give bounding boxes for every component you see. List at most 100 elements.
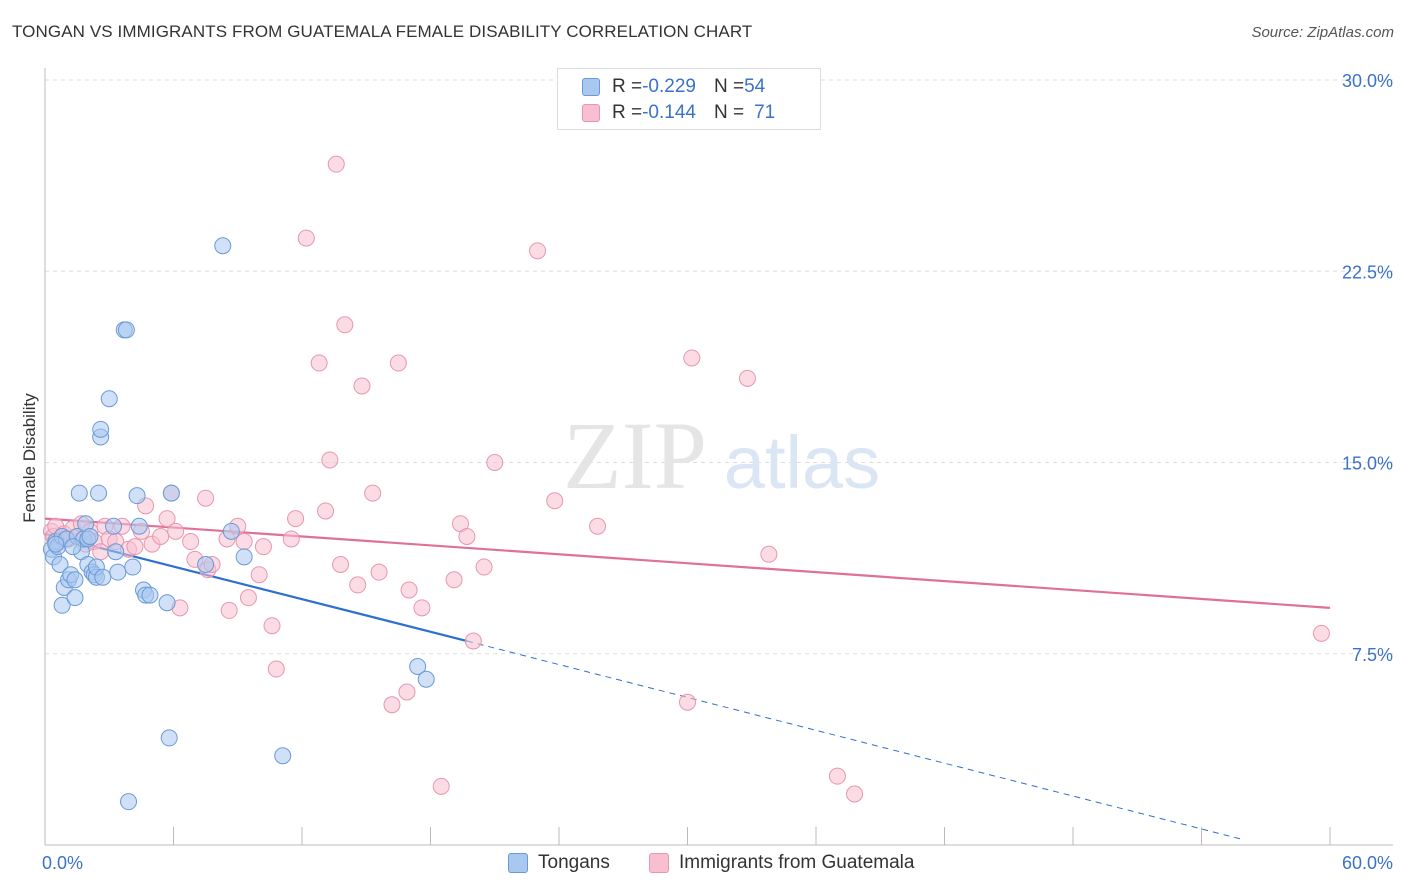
r-label: R = (612, 76, 643, 97)
data-point-guatemala (486, 454, 504, 471)
data-point-tongans (51, 556, 69, 573)
data-point-tongans (107, 543, 125, 561)
legend-label-guatemala: Immigrants from Guatemala (679, 852, 915, 873)
data-point-guatemala (679, 693, 696, 711)
x-tick-label: 0.0% (42, 853, 83, 873)
data-point-guatemala (529, 242, 547, 260)
data-point-guatemala (432, 777, 450, 795)
data-point-guatemala (353, 377, 371, 395)
data-point-guatemala (126, 538, 144, 556)
data-point-guatemala (398, 683, 416, 701)
data-point-guatemala (738, 369, 756, 387)
x-tick-label: 60.0% (1342, 853, 1393, 873)
data-point-guatemala (267, 660, 285, 678)
data-point-tongans (141, 586, 159, 604)
data-point-guatemala (464, 632, 482, 650)
r-value: -0.144 (642, 102, 696, 123)
r-value: -0.229 (642, 76, 696, 97)
data-point-tongans (105, 517, 123, 535)
data-point-tongans (235, 548, 253, 566)
data-point-guatemala (250, 566, 268, 584)
data-point-tongans (197, 556, 215, 573)
data-point-guatemala (327, 155, 345, 173)
data-point-tongans (109, 563, 127, 581)
data-point-guatemala (760, 545, 778, 563)
data-point-tongans (222, 522, 240, 540)
watermark-atlas: atlas (724, 421, 880, 504)
data-point-tongans (66, 571, 84, 589)
trend-line-tongans-extension (466, 640, 1245, 841)
data-point-tongans (81, 527, 99, 545)
data-point-guatemala (317, 502, 335, 520)
y-tick-label: 30.0% (1342, 71, 1393, 91)
chart-title: TONGAN VS IMMIGRANTS FROM GUATEMALA FEMA… (12, 22, 753, 41)
data-point-guatemala (287, 510, 305, 528)
tick-labels: 7.5% 15.0% 22.5% 30.0% 0.0% 60.0% (42, 71, 1393, 873)
data-point-guatemala (400, 581, 418, 599)
data-point-tongans (66, 589, 84, 607)
data-point-guatemala (167, 522, 185, 540)
data-point-tongans (120, 793, 138, 811)
data-point-tongans (94, 568, 112, 586)
data-point-guatemala (220, 601, 238, 619)
data-point-guatemala (370, 563, 388, 581)
tongans-legend-swatch (508, 853, 528, 873)
data-point-guatemala (364, 484, 382, 502)
n-label: N = (713, 76, 745, 97)
guatemala-legend-swatch (649, 853, 669, 873)
source-label: Source: ZipAtlas.com (1251, 24, 1394, 41)
data-point-guatemala (310, 354, 328, 372)
data-point-guatemala (475, 558, 493, 576)
data-point-tongans (117, 321, 135, 339)
data-point-tongans (70, 484, 88, 502)
data-point-guatemala (263, 617, 281, 635)
data-point-guatemala (235, 533, 253, 551)
data-point-tongans (90, 484, 108, 502)
guatemala-swatch (582, 104, 600, 122)
data-point-guatemala (197, 489, 215, 507)
watermark: ZIP atlas (563, 402, 880, 509)
data-point-tongans (100, 390, 118, 408)
data-point-tongans (214, 237, 232, 255)
data-point-guatemala (828, 767, 846, 785)
data-point-tongans (130, 517, 148, 535)
data-point-tongans (409, 658, 427, 675)
y-tick-label: 15.0% (1342, 454, 1393, 474)
data-point-guatemala (458, 527, 476, 545)
data-point-guatemala (297, 229, 315, 247)
data-point-guatemala (383, 696, 401, 714)
data-point-guatemala (445, 571, 463, 589)
n-value: 54 (744, 76, 766, 97)
tongans-swatch (582, 78, 600, 96)
data-point-guatemala (282, 530, 300, 548)
data-point-tongans (92, 420, 110, 438)
data-point-tongans (158, 594, 176, 612)
data-point-guatemala (589, 517, 607, 535)
series-tongans-points (42, 237, 435, 811)
axes (44, 68, 1393, 846)
data-point-guatemala (413, 599, 431, 617)
data-point-tongans (47, 535, 65, 553)
legend-label-tongans: Tongans (538, 852, 610, 873)
watermark-zip: ZIP (563, 402, 707, 509)
stats-legend: R = -0.229 N = 54 R = -0.144 N = 71 (557, 68, 821, 130)
data-point-guatemala (158, 510, 176, 528)
trend-line-guatemala (44, 517, 1331, 609)
data-point-guatemala (336, 316, 354, 334)
data-point-guatemala (349, 576, 367, 594)
data-point-guatemala (546, 492, 564, 510)
n-label: N = (713, 102, 745, 123)
data-point-guatemala (389, 354, 407, 372)
data-point-guatemala (182, 533, 200, 551)
data-point-tongans (274, 747, 292, 765)
y-tick-label: 22.5% (1342, 262, 1393, 282)
legend-item-tongans[interactable]: Tongans (508, 852, 610, 874)
n-value: 71 (754, 102, 776, 123)
data-point-guatemala (321, 451, 339, 469)
data-point-tongans (64, 538, 82, 556)
legend-item-guatemala[interactable]: Immigrants from Guatemala (649, 852, 914, 874)
trend-lines (44, 517, 1331, 841)
data-point-guatemala (239, 589, 257, 607)
data-point-tongans (128, 487, 146, 505)
